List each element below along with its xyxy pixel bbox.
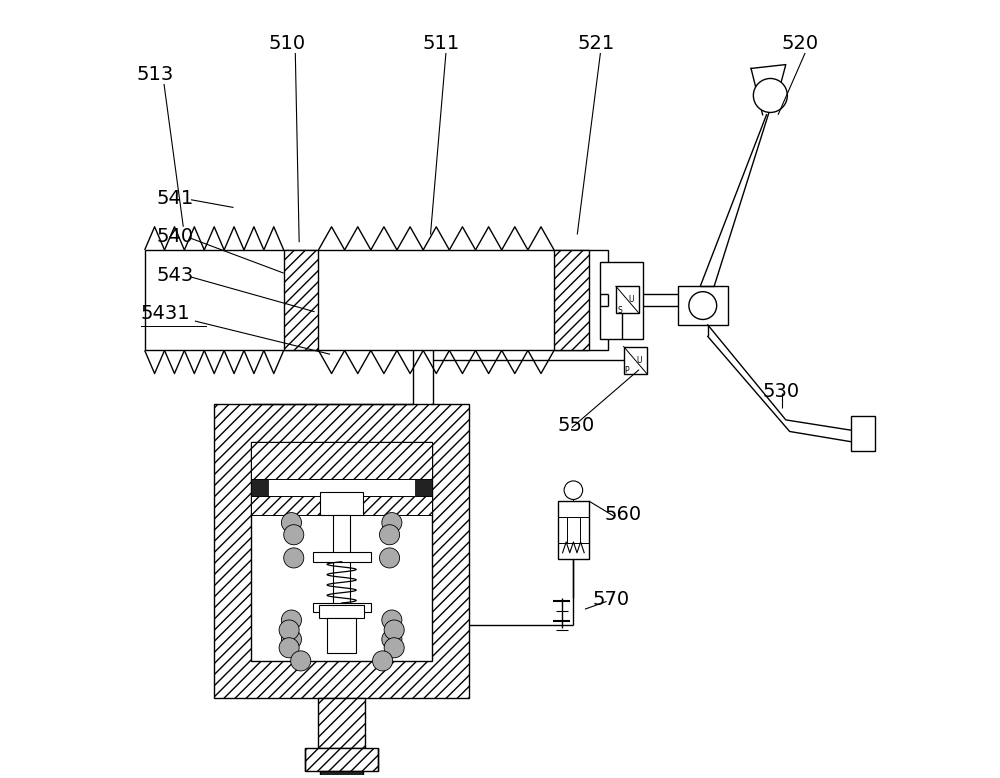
- Bar: [313, 603, 371, 612]
- Circle shape: [382, 513, 402, 533]
- Bar: [319, 605, 364, 619]
- Bar: [305, 748, 378, 771]
- Circle shape: [281, 629, 301, 650]
- Text: 511: 511: [423, 34, 460, 53]
- Text: 530: 530: [763, 382, 800, 401]
- Text: 560: 560: [604, 506, 641, 524]
- Circle shape: [753, 79, 787, 113]
- Bar: [251, 442, 432, 661]
- Bar: [320, 771, 363, 778]
- Bar: [318, 698, 365, 748]
- Bar: [558, 501, 589, 559]
- Circle shape: [279, 638, 299, 658]
- Bar: [313, 552, 371, 562]
- Circle shape: [284, 548, 304, 568]
- Circle shape: [284, 524, 304, 545]
- Bar: [251, 442, 432, 478]
- Text: 521: 521: [577, 34, 614, 53]
- Bar: [251, 496, 432, 516]
- Bar: [214, 405, 469, 698]
- Text: P: P: [625, 366, 629, 375]
- Circle shape: [373, 651, 393, 671]
- Circle shape: [382, 610, 402, 630]
- Text: 550: 550: [558, 416, 595, 436]
- Circle shape: [384, 638, 404, 658]
- Text: 541: 541: [156, 188, 194, 208]
- Bar: [333, 516, 350, 646]
- Text: U: U: [636, 356, 642, 365]
- Bar: [851, 416, 875, 450]
- Circle shape: [279, 620, 299, 640]
- Text: 543: 543: [156, 266, 194, 285]
- Bar: [284, 250, 318, 350]
- Circle shape: [379, 524, 400, 545]
- Bar: [320, 492, 363, 516]
- Circle shape: [291, 651, 311, 671]
- Text: 510: 510: [268, 34, 305, 53]
- Circle shape: [379, 548, 400, 568]
- Circle shape: [281, 513, 301, 533]
- Text: U: U: [629, 296, 634, 304]
- Text: 520: 520: [782, 34, 819, 53]
- Bar: [554, 250, 589, 350]
- Bar: [616, 286, 639, 314]
- Text: S: S: [617, 306, 622, 315]
- Bar: [145, 250, 608, 350]
- Text: 513: 513: [137, 65, 174, 84]
- Bar: [327, 619, 356, 654]
- Bar: [415, 478, 432, 496]
- Circle shape: [689, 292, 717, 320]
- Text: 570: 570: [593, 591, 630, 609]
- Bar: [678, 286, 728, 325]
- Text: 540: 540: [156, 227, 193, 246]
- Circle shape: [384, 620, 404, 640]
- Circle shape: [564, 481, 583, 499]
- Circle shape: [382, 629, 402, 650]
- Text: 5431: 5431: [141, 304, 190, 324]
- Bar: [600, 261, 643, 338]
- Bar: [624, 346, 647, 373]
- Circle shape: [281, 610, 301, 630]
- Bar: [251, 478, 268, 496]
